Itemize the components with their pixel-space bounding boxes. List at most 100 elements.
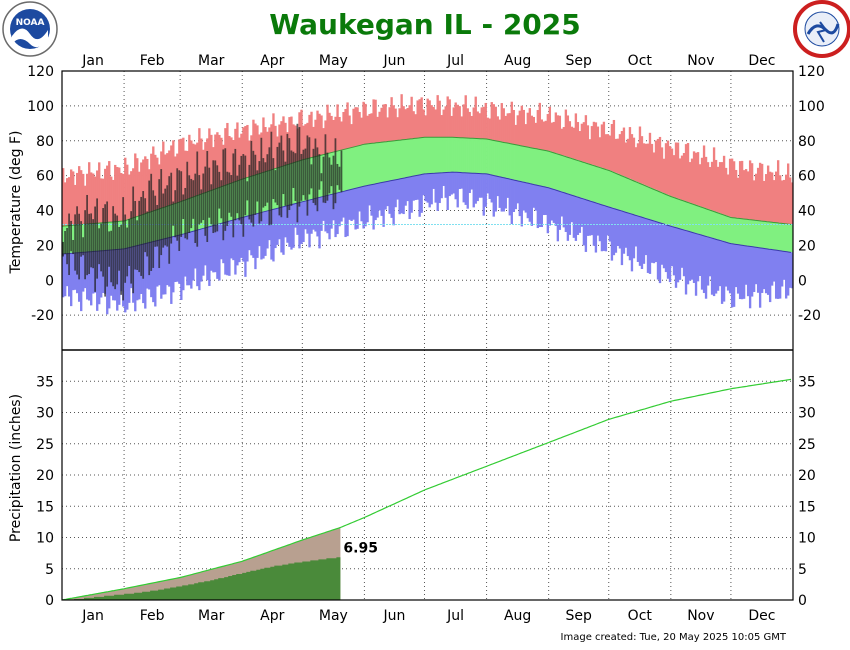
- normal-range-bar: [776, 222, 780, 251]
- normal-range-bar: [576, 160, 580, 197]
- record-low-bar: [128, 247, 131, 303]
- observed-temperature-bar: [124, 214, 127, 283]
- record-high-bar: [764, 174, 768, 222]
- record-low-bar: [646, 218, 650, 273]
- record-high-bar: [244, 126, 247, 179]
- observed-temperature-bar: [318, 154, 321, 190]
- precipitation-tick-right: 0: [798, 593, 807, 609]
- normal-range-bar: [718, 213, 722, 241]
- record-high-bar: [726, 174, 730, 217]
- record-low-bar: [696, 233, 700, 282]
- record-low-bar: [730, 243, 734, 308]
- normal-range-bar: [434, 137, 437, 174]
- observed-temperature-bar: [312, 148, 315, 203]
- record-low-bar: [276, 208, 279, 245]
- record-high-bar: [496, 116, 499, 141]
- record-low-bar: [738, 244, 742, 300]
- record-low-bar: [90, 251, 93, 306]
- record-low-bar: [404, 177, 407, 206]
- record-high-bar: [134, 153, 137, 218]
- record-high-bar: [330, 115, 333, 153]
- record-low-bar: [270, 210, 273, 260]
- normal-range-bar: [478, 138, 481, 174]
- observed-temperature-bar: [268, 147, 271, 226]
- record-low-bar: [494, 175, 497, 212]
- normal-range-bar: [572, 158, 576, 196]
- record-low-bar: [628, 213, 632, 261]
- record-low-bar: [772, 249, 776, 282]
- record-low-bar: [408, 177, 411, 220]
- record-low-bar: [680, 229, 684, 268]
- record-low-bar: [596, 203, 600, 236]
- record-low-bar: [660, 223, 664, 265]
- record-high-bar: [626, 138, 630, 178]
- record-high-bar: [194, 144, 197, 197]
- normal-range-bar: [508, 143, 511, 179]
- observed-temperature-bar: [238, 164, 241, 221]
- normal-range-bar: [490, 139, 493, 175]
- normal-range-bar: [460, 137, 463, 173]
- record-high-bar: [80, 170, 83, 225]
- record-high-bar: [120, 172, 123, 222]
- record-low-bar: [778, 250, 782, 299]
- record-high-bar: [560, 128, 564, 156]
- record-low-bar: [582, 198, 586, 246]
- image-created-footer: Image created: Tue, 20 May 2025 10:05 GM…: [561, 632, 787, 643]
- observed-temperature-bar: [248, 164, 251, 220]
- record-low-bar: [666, 224, 670, 279]
- record-high-bar: [316, 110, 319, 157]
- observed-temperature-bar: [304, 148, 307, 200]
- month-label-bottom: Aug: [504, 608, 531, 624]
- record-low-bar: [720, 240, 724, 304]
- observed-temperature-bar: [334, 138, 337, 204]
- normal-range-bar: [380, 142, 383, 183]
- record-low-bar: [498, 176, 501, 208]
- record-low-bar: [282, 207, 285, 255]
- precipitation-tick-right: 15: [798, 499, 816, 515]
- normal-range-bar: [410, 138, 413, 177]
- record-low-bar: [656, 221, 660, 280]
- normal-range-bar: [698, 206, 702, 235]
- record-high-bar: [608, 135, 612, 171]
- record-high-bar: [272, 113, 275, 170]
- normal-range-bar: [628, 178, 632, 214]
- record-low-bar: [68, 253, 71, 297]
- normal-range-bar: [648, 187, 652, 220]
- record-low-bar: [136, 245, 139, 301]
- record-high-bar: [752, 180, 756, 221]
- record-high-bar: [338, 116, 341, 151]
- record-high-bar: [684, 144, 688, 202]
- normal-range-bar: [778, 223, 782, 251]
- record-high-bar: [396, 117, 399, 141]
- record-low-bar: [782, 251, 786, 280]
- record-low-bar: [496, 176, 499, 197]
- record-low-bar: [196, 230, 199, 287]
- record-low-bar: [200, 229, 203, 282]
- normal-range-bar: [638, 183, 642, 217]
- observed-temperature-bar: [288, 138, 291, 211]
- record-low-bar: [258, 213, 261, 247]
- record-high-bar: [680, 155, 684, 201]
- normal-range-bar: [746, 219, 750, 246]
- record-low-bar: [456, 172, 459, 208]
- record-low-bar: [484, 173, 487, 207]
- record-low-bar: [284, 206, 287, 238]
- record-low-bar: [166, 238, 169, 286]
- observed-temperature-bar: [246, 181, 249, 201]
- normal-range-bar: [428, 137, 431, 174]
- record-low-bar: [372, 184, 375, 230]
- record-high-bar: [180, 138, 183, 202]
- observed-temperature-bar: [234, 148, 237, 221]
- record-high-bar: [686, 143, 690, 203]
- record-low-bar: [684, 230, 688, 295]
- record-high-bar: [554, 112, 558, 154]
- observed-temperature-bar: [338, 166, 341, 190]
- record-low-bar: [228, 221, 231, 276]
- record-low-bar: [294, 203, 297, 228]
- month-label-bottom: Jan: [81, 608, 104, 624]
- record-high-bar: [544, 120, 548, 151]
- normal-range-bar: [706, 209, 710, 237]
- record-high-bar: [428, 100, 431, 138]
- normal-range-bar: [690, 203, 694, 233]
- record-low-bar: [578, 197, 582, 233]
